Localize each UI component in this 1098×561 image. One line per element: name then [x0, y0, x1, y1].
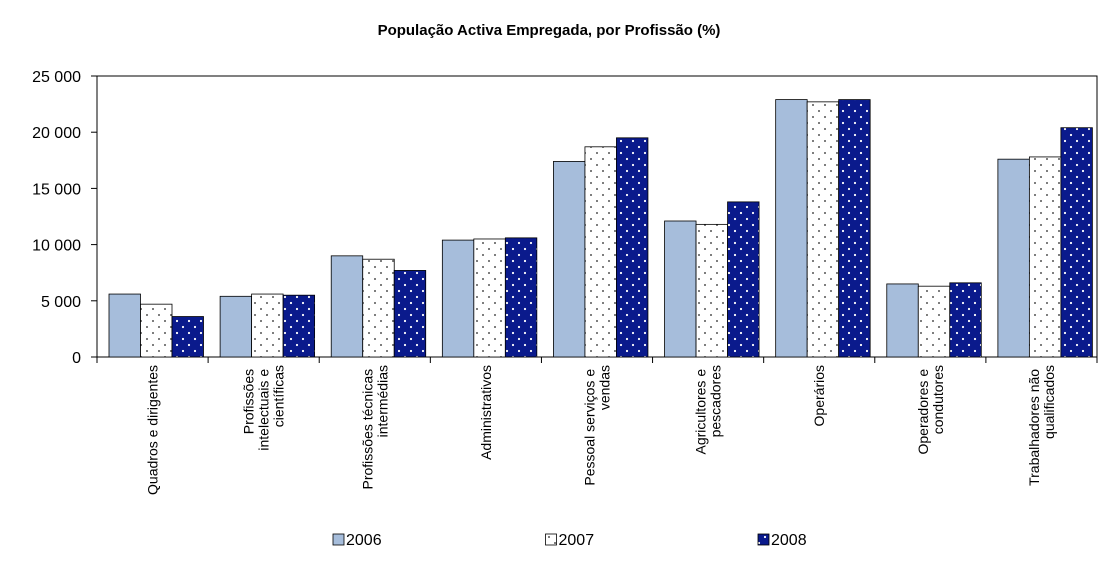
bar: [219, 295, 253, 358]
y-tick-label: 0: [72, 350, 81, 367]
bar: [441, 239, 475, 358]
legend-label: 2007: [559, 532, 595, 549]
bar: [108, 293, 141, 358]
x-tick-label: Operários: [811, 365, 827, 426]
legend-label: 2006: [346, 532, 382, 549]
bar: [251, 293, 284, 358]
legend-label: 2008: [771, 532, 807, 549]
bar: [362, 258, 395, 358]
bar: [473, 238, 506, 358]
bar: [886, 283, 919, 358]
x-tick-label: Profissões intelectuais e científicas: [241, 365, 287, 451]
bar: [504, 237, 538, 358]
legend-swatch: [757, 533, 770, 546]
x-tick-label: Trabalhadores não qualificados: [1026, 365, 1057, 486]
y-tick-label: 20 000: [32, 125, 81, 142]
bar: [616, 137, 649, 358]
bar: [553, 161, 586, 358]
y-tick-label: 5 000: [41, 294, 81, 311]
bar: [695, 223, 728, 358]
y-tick-label: 10 000: [32, 238, 81, 255]
y-tick-label: 25 000: [32, 69, 81, 86]
bar: [997, 158, 1030, 358]
bar: [282, 294, 316, 358]
y-tick-label: 15 000: [32, 181, 81, 198]
bar: [664, 220, 697, 358]
x-tick-label: Agricultores e pescadores: [693, 365, 724, 454]
bar: [806, 101, 840, 358]
x-tick-label: Profissões técnicas intermédias: [359, 365, 390, 490]
bar: [330, 255, 364, 358]
bar: [949, 282, 982, 358]
x-tick-label: Administrativos: [478, 365, 494, 460]
legend-swatch: [545, 533, 557, 546]
x-tick-label: Quadros e dirigentes: [145, 365, 161, 495]
bar: [140, 303, 173, 358]
bar: [838, 99, 871, 358]
x-tick-label: Pessoal serviços e vendas: [582, 365, 613, 486]
x-tick-label: Operadores e condutores: [915, 365, 946, 455]
bar: [917, 285, 951, 358]
bar: [393, 270, 427, 358]
bar: [775, 99, 808, 358]
bar: [1060, 127, 1093, 358]
chart-title: População Activa Empregada, por Profissã…: [378, 22, 721, 39]
bar: [171, 316, 204, 358]
bar: [727, 201, 760, 358]
bar: [1028, 156, 1062, 358]
bar: [584, 146, 617, 358]
legend-swatch: [332, 533, 345, 546]
